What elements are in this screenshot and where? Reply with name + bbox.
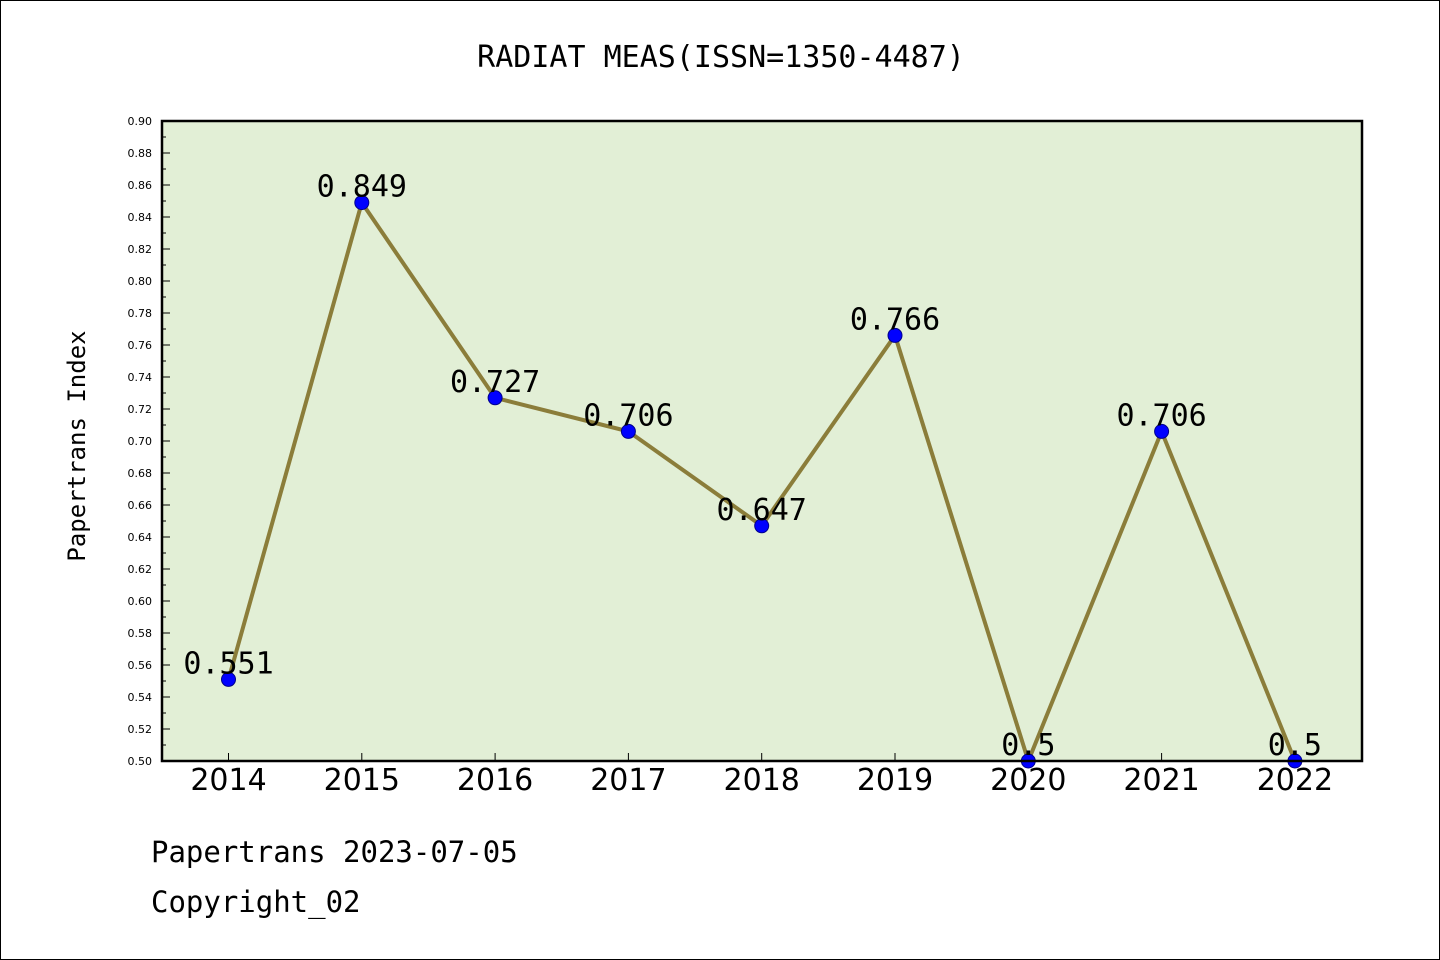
x-tick-label: 2021 (1123, 763, 1199, 798)
y-tick-label: 0.72 (128, 403, 153, 416)
data-label: 0.727 (450, 365, 540, 400)
y-tick-label: 0.66 (128, 499, 153, 512)
y-tick-label: 0.58 (128, 627, 153, 640)
x-tick-label: 2017 (590, 763, 666, 798)
y-tick-label: 0.88 (128, 147, 153, 160)
data-label: 0.706 (1116, 398, 1206, 433)
y-tick-label: 0.70 (128, 435, 153, 448)
y-tick-label: 0.78 (128, 307, 153, 320)
chart-title: RADIAT MEAS(ISSN=1350-4487) (477, 40, 965, 75)
y-tick-label: 0.52 (128, 723, 153, 736)
data-label: 0.766 (850, 302, 940, 337)
data-label: 0.551 (183, 646, 273, 681)
data-label: 0.706 (583, 398, 673, 433)
y-tick-label: 0.80 (128, 275, 153, 288)
data-label: 0.647 (717, 493, 807, 528)
y-axis-label: Papertrans Index (63, 330, 91, 561)
y-tick-label: 0.56 (128, 659, 153, 672)
y-tick-label: 0.60 (128, 595, 153, 608)
y-tick-label: 0.62 (128, 563, 153, 576)
x-tick-label: 2018 (724, 763, 800, 798)
footer-date: Papertrans 2023-07-05 (151, 835, 518, 869)
data-label: 0.5 (1268, 728, 1322, 763)
y-tick-label: 0.50 (128, 755, 153, 768)
y-tick-label: 0.86 (128, 179, 153, 192)
y-tick-label: 0.82 (128, 243, 153, 256)
x-tick-label: 2015 (324, 763, 400, 798)
y-tick-label: 0.90 (128, 115, 153, 128)
y-tick-label: 0.84 (128, 211, 153, 224)
x-tick-label: 2019 (857, 763, 933, 798)
x-tick-label: 2014 (190, 763, 266, 798)
y-tick-label: 0.64 (128, 531, 153, 544)
data-label: 0.5 (1001, 728, 1055, 763)
plot-area (162, 121, 1362, 761)
x-tick-label: 2016 (457, 763, 533, 798)
data-label: 0.849 (317, 170, 407, 205)
y-tick-label: 0.68 (128, 467, 153, 480)
y-tick-label: 0.54 (128, 691, 153, 704)
y-tick-label: 0.74 (128, 371, 153, 384)
footer-copyright: Copyright_02 (151, 885, 361, 919)
y-tick-label: 0.76 (128, 339, 153, 352)
